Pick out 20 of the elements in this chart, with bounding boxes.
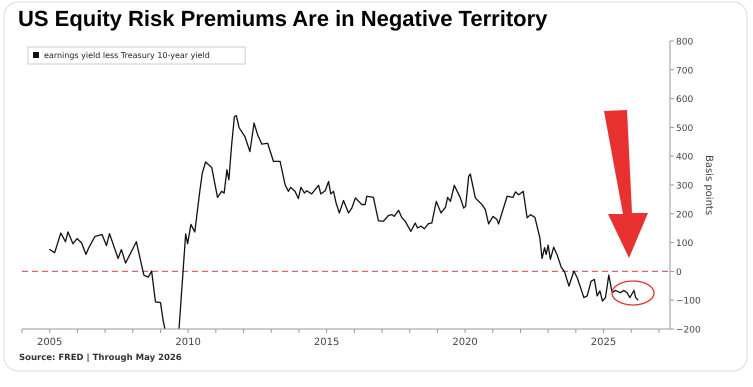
chart-title: US Equity Risk Premiums Are in Negative Territory [18,6,548,31]
y-tick-label: 0 [676,268,682,278]
x-tick-label: 2015 [314,337,340,348]
y-tick-label: 800 [676,38,694,48]
x-tick-label: 2020 [452,337,478,348]
source-note: Source: FRED | Through May 2026 [19,353,182,363]
y-tick-label: 300 [676,182,694,192]
x-tick-label: 2025 [590,337,616,348]
y-tick-label: 600 [676,95,694,106]
y-tick-label: −100 [676,296,701,307]
y-tick-label: 100 [676,239,694,250]
y-tick-label: −200 [676,326,701,336]
y-tick-label: 400 [676,152,694,163]
x-tick-label: 2010 [175,337,201,348]
legend-label: earnings yield less Treasury 10-year yield [44,51,210,60]
y-tick-label: 200 [676,210,694,220]
x-tick-label: 2005 [36,337,62,348]
y-tick-label: 500 [676,124,694,134]
y-tick-label: 700 [676,66,694,76]
y-axis-title: Basis points [703,154,714,216]
